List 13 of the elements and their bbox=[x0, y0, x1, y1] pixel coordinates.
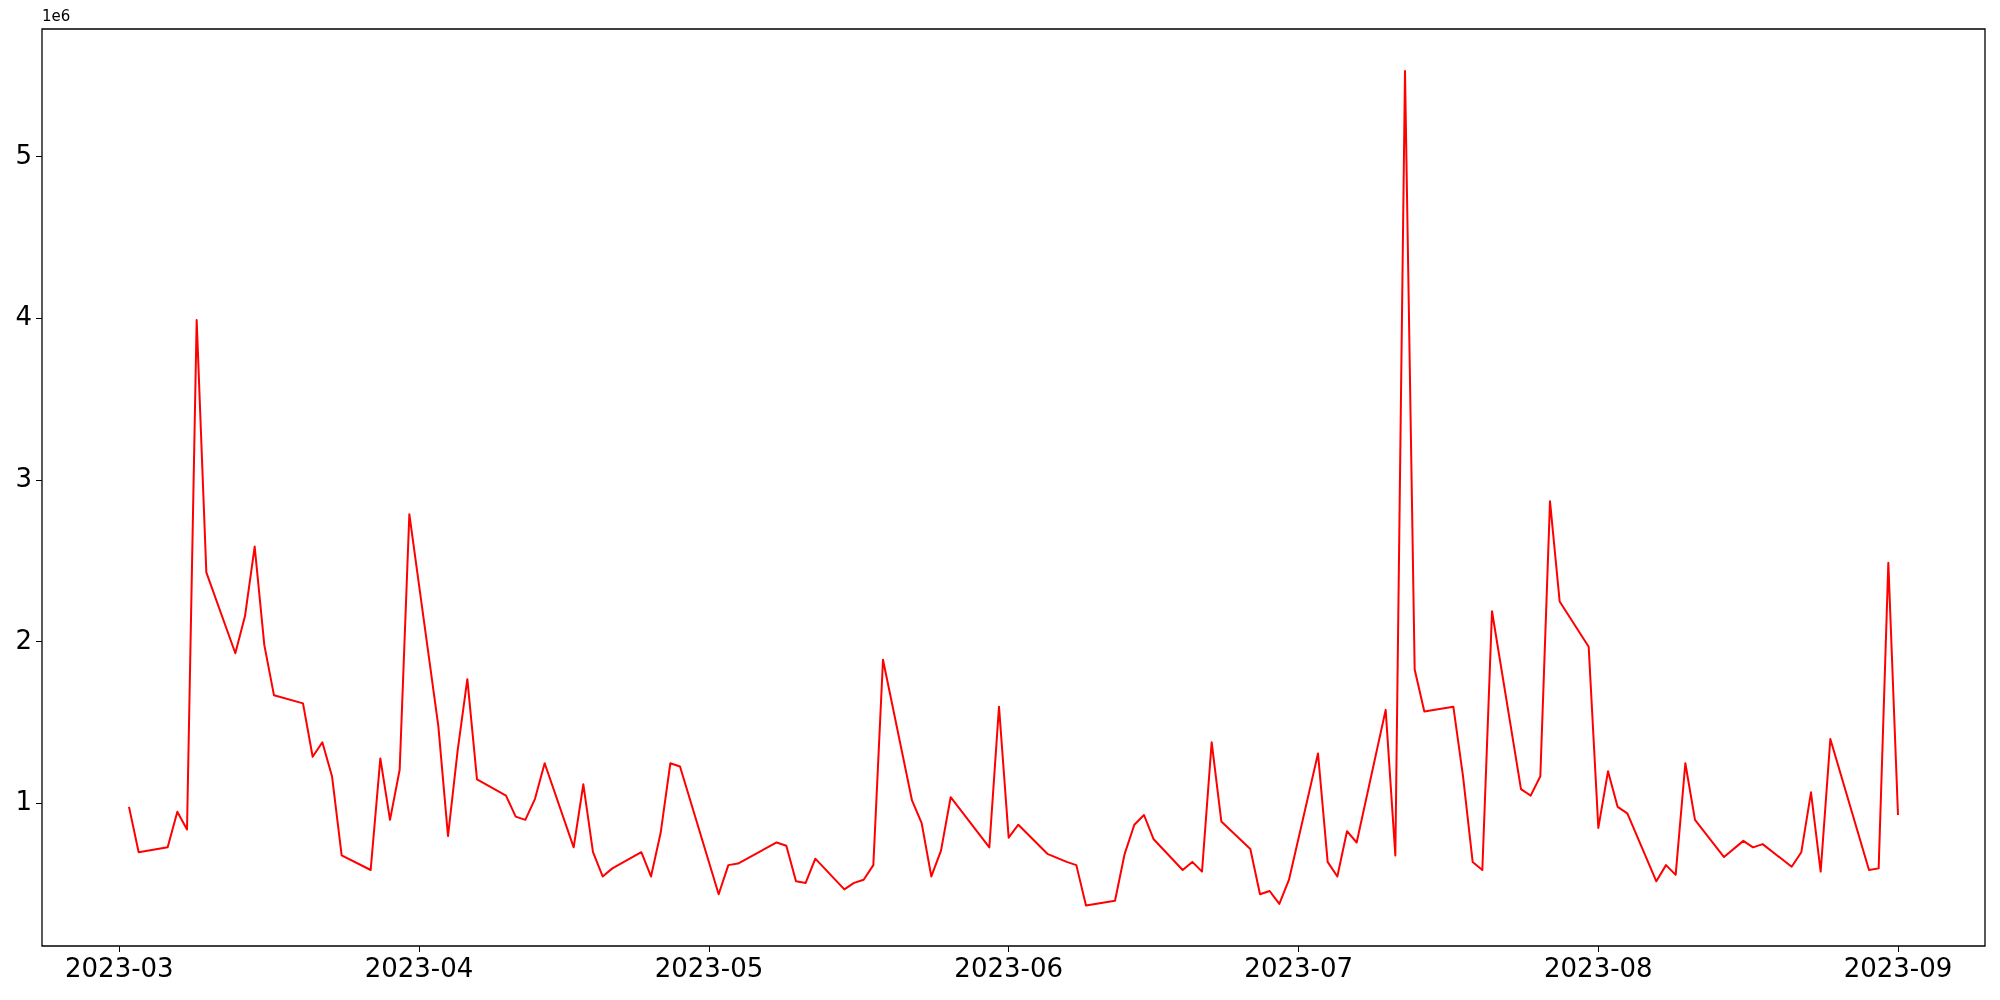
x-tick-label: 2023-04 bbox=[364, 953, 474, 984]
x-tick-label: 2023-06 bbox=[954, 953, 1063, 984]
x-tick-label: 2023-07 bbox=[1244, 953, 1353, 984]
text: 1e6 bbox=[42, 7, 71, 26]
x-tick-label: 2023-05 bbox=[654, 953, 764, 984]
y-tick-label: 2 bbox=[15, 624, 32, 655]
x-tick-label: 2023-03 bbox=[65, 953, 174, 984]
y-tick-label: 3 bbox=[15, 462, 32, 493]
y-tick-label: 5 bbox=[15, 139, 32, 170]
x-tick-label: 2023-08 bbox=[1544, 953, 1653, 984]
y-tick-label: 1 bbox=[15, 786, 32, 817]
y-tick-label: 4 bbox=[15, 301, 32, 332]
x-tick-label: 2023-09 bbox=[1843, 953, 1953, 984]
